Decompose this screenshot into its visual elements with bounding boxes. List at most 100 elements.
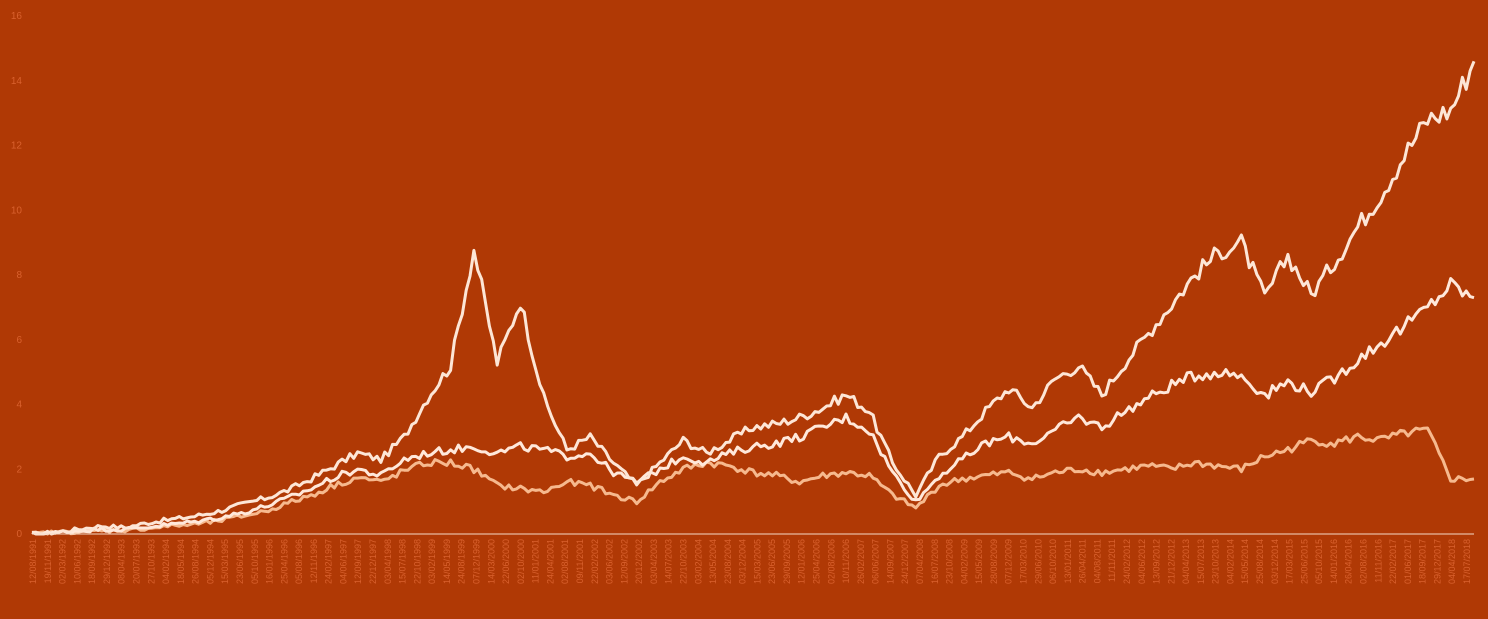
y-tick-label: 10 [11, 205, 23, 216]
x-tick-label: 11/11/2016 [1373, 539, 1383, 583]
x-tick-label: 22/02/2017 [1388, 539, 1398, 584]
y-tick-label: 14 [11, 76, 23, 87]
x-tick-label: 14/05/1999 [442, 539, 452, 584]
x-tick-label: 16/07/2008 [930, 539, 940, 584]
x-tick-label: 12/09/1997 [353, 539, 363, 584]
x-tick-label: 25/08/2014 [1255, 539, 1265, 584]
x-tick-label: 25/04/1996 [279, 539, 289, 584]
x-tick-label: 22/10/2003 [679, 539, 689, 584]
x-tick-label: 13/05/2004 [708, 539, 718, 584]
x-tick-label: 04/06/2012 [1137, 539, 1147, 584]
x-tick-label: 04/08/2011 [1092, 539, 1102, 583]
x-tick-label: 02/03/1992 [58, 539, 68, 584]
x-tick-label: 24/02/2012 [1122, 539, 1132, 584]
y-tick-label: 8 [16, 270, 22, 281]
series-line-2 [31, 277, 1475, 536]
x-tick-label: 04/02/1994 [161, 539, 171, 584]
x-tick-label: 22/12/1997 [368, 539, 378, 584]
x-tick-label: 26/04/2016 [1344, 539, 1354, 584]
x-tick-label: 15/05/2009 [974, 539, 984, 584]
x-tick-label: 15/05/2014 [1240, 539, 1250, 584]
x-tick-label: 11/01/2001 [531, 539, 541, 583]
x-tick-label: 12/08/1991 [28, 539, 38, 584]
y-tick-label: 6 [16, 335, 22, 346]
x-tick-label: 02/08/2016 [1359, 539, 1369, 584]
y-tick-label: 12 [11, 141, 23, 152]
x-axis-ticks: 12/08/1991 19/11/1991 02/03/1992 10/06/1992… [28, 539, 1472, 584]
x-tick-label: 23/10/2008 [945, 539, 955, 584]
x-tick-label: 13/09/2012 [1152, 539, 1162, 584]
x-tick-label: 24/12/2007 [900, 539, 910, 584]
x-tick-label: 14/03/2000 [486, 539, 496, 584]
x-tick-label: 07/12/2009 [1004, 539, 1014, 584]
x-tick-label: 14/01/2016 [1329, 539, 1339, 584]
y-tick-label: 16 [11, 11, 23, 22]
x-tick-label: 23/06/1995 [235, 539, 245, 584]
x-tick-label: 03/12/2004 [738, 539, 748, 584]
x-tick-label: 12/09/2002 [619, 539, 629, 584]
x-tick-label: 18/05/1994 [176, 539, 186, 584]
x-tick-label: 09/11/2001 [575, 539, 585, 583]
x-tick-label: 02/10/2000 [516, 539, 526, 584]
x-tick-label: 25/06/2015 [1299, 539, 1309, 584]
x-tick-label: 03/06/2002 [605, 539, 615, 584]
x-tick-label: 03/12/2014 [1270, 539, 1280, 584]
x-tick-label: 19/11/1991 [43, 539, 53, 583]
x-tick-label: 07/12/1999 [472, 539, 482, 584]
x-tick-label: 10/11/2006 [841, 539, 851, 583]
x-tick-label: 13/01/2011 [1063, 539, 1073, 583]
x-tick-label: 15/03/1995 [220, 539, 230, 584]
x-tick-label: 17/03/2010 [1019, 539, 1029, 584]
x-tick-label: 18/09/1992 [87, 539, 97, 584]
x-tick-label: 22/02/2002 [590, 539, 600, 584]
x-tick-label: 15/07/1998 [398, 539, 408, 584]
series-layer [31, 60, 1476, 536]
x-tick-label: 16/01/1996 [265, 539, 275, 584]
x-tick-label: 03/04/1998 [383, 539, 393, 584]
x-tick-label: 11/11/2011 [1107, 539, 1117, 582]
series-line-3 [31, 426, 1475, 536]
y-tick-label: 2 [16, 464, 22, 475]
x-tick-label: 27/10/1993 [146, 539, 156, 584]
y-tick-label: 4 [16, 400, 22, 411]
x-tick-label: 26/08/1994 [191, 539, 201, 584]
x-tick-label: 03/04/2003 [649, 539, 659, 584]
x-tick-label: 23/10/2013 [1211, 539, 1221, 584]
x-tick-label: 05/10/1995 [250, 539, 260, 584]
x-tick-label: 04/02/2014 [1226, 539, 1236, 584]
y-tick-label: 0 [16, 529, 22, 540]
x-tick-label: 23/08/2004 [723, 539, 733, 584]
x-tick-label: 17/03/2015 [1285, 539, 1295, 584]
x-tick-label: 04/02/2009 [959, 539, 969, 584]
x-tick-label: 01/06/2017 [1403, 539, 1413, 584]
x-tick-label: 24/02/1997 [324, 539, 334, 584]
x-tick-label: 26/04/2011 [1078, 539, 1088, 583]
x-tick-label: 22/06/2000 [501, 539, 511, 584]
x-tick-label: 15/03/2005 [752, 539, 762, 584]
x-tick-label: 29/06/2010 [1033, 539, 1043, 584]
x-tick-label: 18/09/2017 [1418, 539, 1428, 584]
x-tick-label: 22/10/1998 [412, 539, 422, 584]
x-tick-label: 20/07/1993 [132, 539, 142, 584]
x-tick-label: 04/04/2013 [1181, 539, 1191, 584]
x-tick-label: 29/12/1992 [102, 539, 112, 584]
x-tick-label: 20/12/2002 [634, 539, 644, 584]
x-tick-label: 21/12/2012 [1166, 539, 1176, 584]
x-tick-label: 26/02/2007 [856, 539, 866, 584]
x-tick-label: 14/07/2003 [664, 539, 674, 584]
x-tick-label: 05/10/2015 [1314, 539, 1324, 584]
x-tick-label: 06/06/2007 [871, 539, 881, 584]
x-tick-label: 05/12/1994 [205, 539, 215, 584]
x-tick-label: 24/08/1999 [457, 539, 467, 584]
series-line-1 [31, 60, 1476, 536]
x-tick-label: 04/06/1997 [339, 539, 349, 584]
x-tick-label: 12/11/1996 [309, 539, 319, 583]
x-tick-label: 25/04/2006 [812, 539, 822, 584]
x-tick-label: 02/08/2001 [560, 539, 570, 584]
x-tick-label: 29/09/2005 [782, 539, 792, 584]
x-tick-label: 04/04/2018 [1447, 539, 1457, 584]
x-tick-label: 17/07/2018 [1462, 539, 1472, 584]
x-tick-label: 15/07/2013 [1196, 539, 1206, 584]
